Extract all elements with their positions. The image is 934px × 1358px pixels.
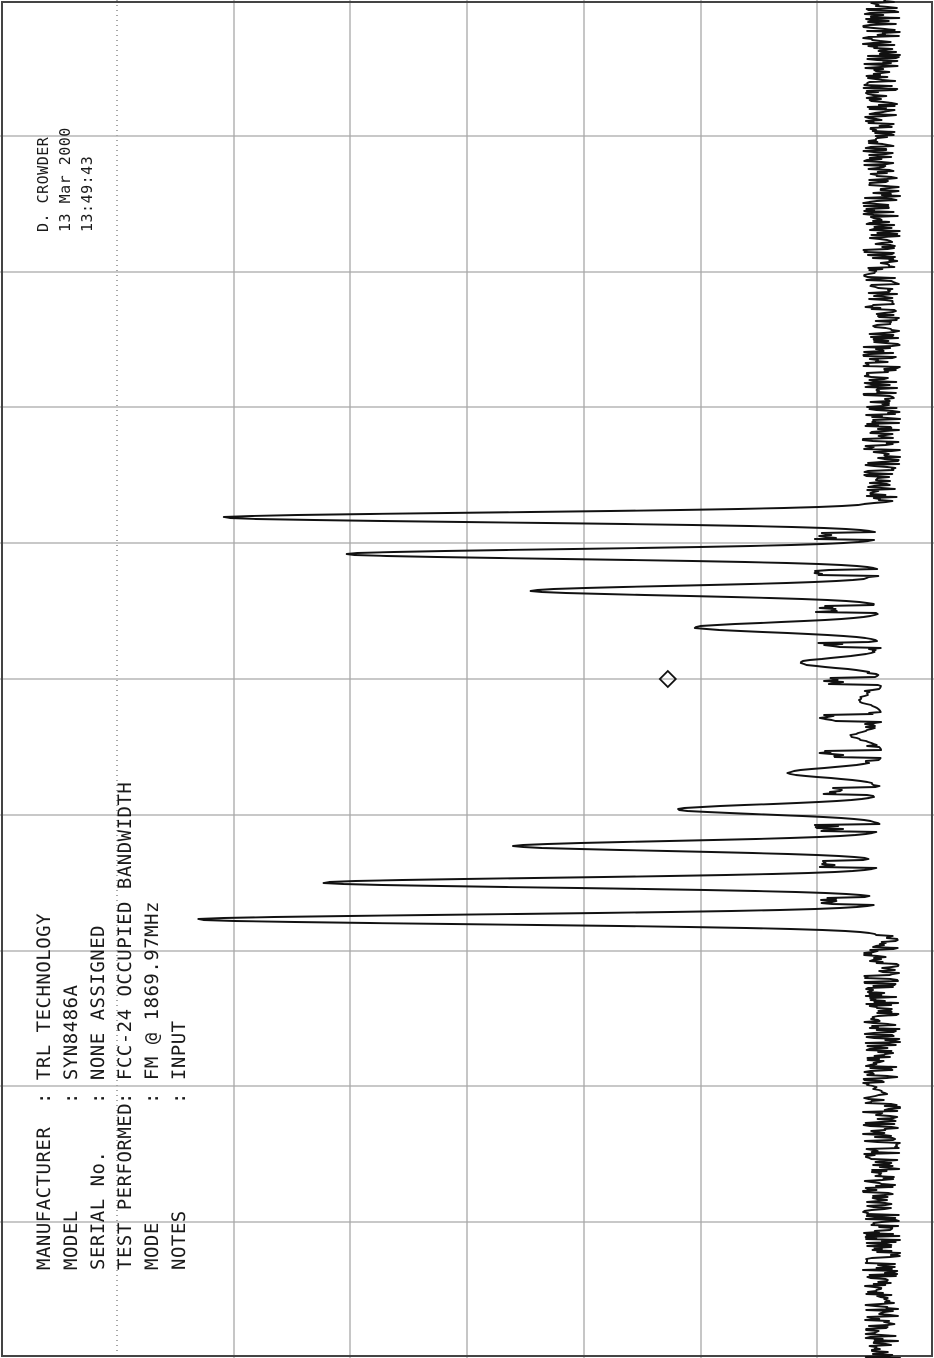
manufacturer-value: : TRL TECHNOLOGY xyxy=(33,913,55,1104)
test-time: 13:49:43 xyxy=(78,156,96,232)
serial-value: : NONE ASSIGNED xyxy=(87,925,109,1104)
test-performed-label: TEST PERFORMED xyxy=(114,1103,136,1270)
model-value: : SYN8486A xyxy=(60,985,82,1104)
notes-value: : INPUT xyxy=(168,1020,190,1104)
model-label: MODEL xyxy=(60,1210,82,1270)
test-date: 13 Mar 2000 xyxy=(56,127,74,232)
spectrum-trace xyxy=(197,0,902,1358)
info-block: MANUFACTURER : TRL TECHNOLOGY MODEL : SY… xyxy=(33,782,190,1270)
operator-name: D. CROWDER xyxy=(34,136,52,232)
mode-value: : FM @ 1869.97MHz xyxy=(141,901,163,1104)
manufacturer-label: MANUFACTURER xyxy=(33,1127,55,1270)
serial-label: SERIAL No. xyxy=(87,1151,109,1270)
marker-diamond xyxy=(658,669,678,689)
mode-label: MODE xyxy=(141,1222,163,1270)
notes-label: NOTES xyxy=(168,1210,190,1270)
header-block: D. CROWDER 13 Mar 2000 13:49:43 xyxy=(34,127,96,232)
test-performed-value: : FCC-24 OCCUPIED BANDWIDTH xyxy=(114,782,136,1104)
